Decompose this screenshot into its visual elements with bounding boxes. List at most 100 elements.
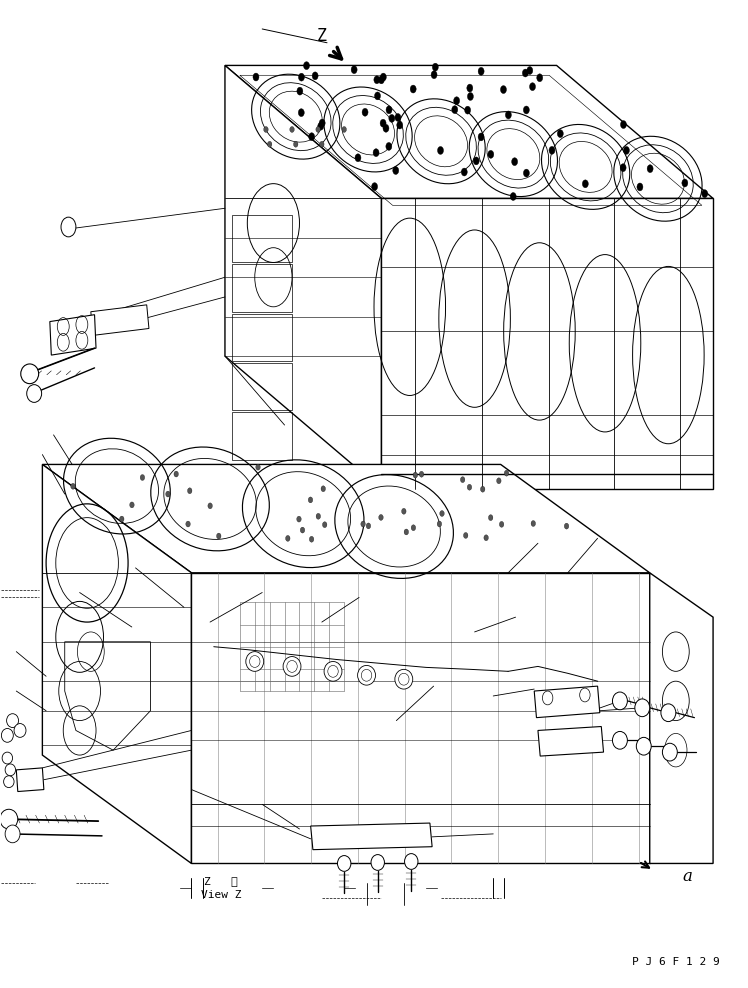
Ellipse shape xyxy=(358,666,375,685)
Text: View Z: View Z xyxy=(201,890,242,900)
Circle shape xyxy=(621,121,627,128)
Ellipse shape xyxy=(613,692,628,709)
Ellipse shape xyxy=(5,825,20,843)
Circle shape xyxy=(549,146,555,154)
Ellipse shape xyxy=(661,703,675,721)
Circle shape xyxy=(297,87,303,95)
Ellipse shape xyxy=(337,856,351,871)
Circle shape xyxy=(510,193,516,201)
Circle shape xyxy=(431,71,437,79)
Text: Z: Z xyxy=(317,27,327,44)
Circle shape xyxy=(461,476,465,482)
Ellipse shape xyxy=(7,713,19,727)
Circle shape xyxy=(217,534,221,539)
Circle shape xyxy=(319,141,324,147)
Circle shape xyxy=(312,72,318,80)
Circle shape xyxy=(478,67,484,75)
Circle shape xyxy=(166,491,170,497)
Polygon shape xyxy=(225,65,381,489)
Circle shape xyxy=(386,142,392,150)
Circle shape xyxy=(140,474,144,480)
Circle shape xyxy=(531,521,536,527)
Circle shape xyxy=(386,106,392,114)
Circle shape xyxy=(530,83,536,91)
Circle shape xyxy=(647,165,653,173)
Circle shape xyxy=(506,111,512,119)
Circle shape xyxy=(297,516,301,522)
Circle shape xyxy=(480,486,485,492)
Circle shape xyxy=(309,132,315,140)
Circle shape xyxy=(289,126,294,132)
Ellipse shape xyxy=(283,657,301,676)
Circle shape xyxy=(373,149,379,157)
Ellipse shape xyxy=(637,737,652,755)
Circle shape xyxy=(318,123,324,130)
Circle shape xyxy=(524,106,530,114)
Circle shape xyxy=(464,533,468,538)
Circle shape xyxy=(432,63,438,71)
Circle shape xyxy=(381,73,386,81)
Text: P J 6 F 1 2 9: P J 6 F 1 2 9 xyxy=(632,957,720,967)
Circle shape xyxy=(473,157,479,165)
Circle shape xyxy=(322,522,327,528)
Circle shape xyxy=(129,502,134,508)
Circle shape xyxy=(380,120,386,127)
Circle shape xyxy=(497,478,501,484)
Circle shape xyxy=(188,488,192,494)
Circle shape xyxy=(355,154,361,162)
Circle shape xyxy=(557,129,563,137)
Polygon shape xyxy=(43,464,191,864)
Circle shape xyxy=(512,158,518,166)
Circle shape xyxy=(174,471,179,477)
Circle shape xyxy=(504,470,509,476)
Circle shape xyxy=(564,524,568,530)
Polygon shape xyxy=(538,726,604,756)
Polygon shape xyxy=(225,65,713,199)
Ellipse shape xyxy=(27,384,42,402)
Circle shape xyxy=(383,124,389,132)
Ellipse shape xyxy=(405,854,418,869)
Circle shape xyxy=(623,146,629,154)
Circle shape xyxy=(484,535,488,540)
Circle shape xyxy=(702,190,708,198)
Circle shape xyxy=(437,521,441,527)
Circle shape xyxy=(372,183,378,191)
Polygon shape xyxy=(310,823,432,850)
Circle shape xyxy=(395,114,401,122)
Circle shape xyxy=(375,92,381,100)
Circle shape xyxy=(637,183,643,191)
Circle shape xyxy=(367,523,371,529)
Ellipse shape xyxy=(324,662,342,681)
Circle shape xyxy=(268,141,272,147)
Ellipse shape xyxy=(4,776,14,787)
Ellipse shape xyxy=(371,855,384,870)
Circle shape xyxy=(362,109,368,117)
Ellipse shape xyxy=(21,364,39,383)
Circle shape xyxy=(500,86,506,94)
Circle shape xyxy=(300,528,304,534)
Circle shape xyxy=(411,525,416,531)
Circle shape xyxy=(468,484,472,490)
Ellipse shape xyxy=(2,752,13,764)
Text: a: a xyxy=(682,867,692,885)
Circle shape xyxy=(478,133,484,141)
Circle shape xyxy=(308,497,313,503)
Circle shape xyxy=(467,84,473,92)
Circle shape xyxy=(342,126,346,132)
Circle shape xyxy=(402,508,406,514)
Circle shape xyxy=(468,93,473,101)
Ellipse shape xyxy=(1,728,13,742)
Polygon shape xyxy=(191,573,650,864)
Circle shape xyxy=(413,472,417,478)
Circle shape xyxy=(378,515,383,521)
Ellipse shape xyxy=(0,809,18,829)
Circle shape xyxy=(389,115,395,123)
Circle shape xyxy=(286,535,290,541)
Circle shape xyxy=(351,66,357,73)
Circle shape xyxy=(500,522,504,528)
Circle shape xyxy=(404,529,408,535)
Circle shape xyxy=(420,471,424,477)
Circle shape xyxy=(524,169,530,177)
Polygon shape xyxy=(43,464,650,573)
Circle shape xyxy=(298,109,304,117)
